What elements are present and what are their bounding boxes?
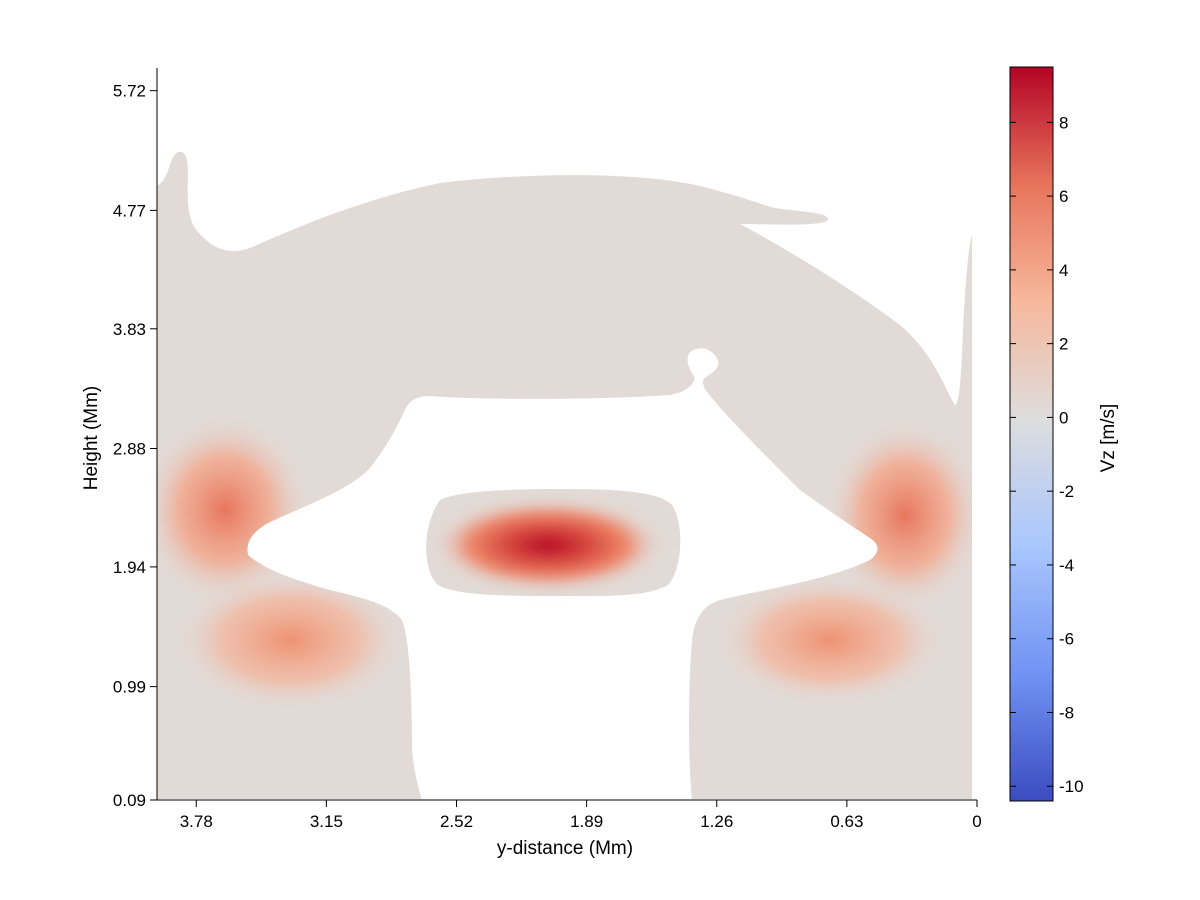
wing-glows bbox=[157, 415, 972, 710]
y-tick-label: 0.09 bbox=[113, 791, 146, 810]
colorbar-tick-label: 4 bbox=[1059, 261, 1068, 280]
x-tick-label: 0 bbox=[972, 812, 981, 831]
x-axis-label: y-distance (Mm) bbox=[497, 838, 633, 859]
y-tick-label: 1.94 bbox=[113, 558, 146, 577]
x-tick-label: 1.89 bbox=[570, 812, 603, 831]
x-tick-label: 1.26 bbox=[700, 812, 733, 831]
y-tick-label: 5.72 bbox=[113, 82, 146, 101]
colorbar-tick-label: -6 bbox=[1059, 630, 1074, 649]
x-tick-label: 3.15 bbox=[310, 812, 343, 831]
colorbar-tick-label: -8 bbox=[1059, 703, 1074, 722]
x-tick-label: 3.78 bbox=[180, 812, 213, 831]
y-ticks: 0.09 0.99 1.94 2.88 3.83 4.77 5.72 bbox=[113, 82, 157, 810]
colorbar-frame bbox=[1009, 66, 1054, 802]
colorbar-label: Vz [m/s] bbox=[1098, 404, 1119, 473]
right-lower-wing bbox=[715, 575, 945, 705]
left-lower-wing bbox=[175, 570, 405, 710]
x-ticks: 3.78 3.15 2.52 1.89 1.26 0.63 0 bbox=[180, 800, 982, 831]
shell-region bbox=[157, 151, 972, 799]
colorbar-ticks: 8 6 4 2 0 -2 -4 -6 -8 -10 bbox=[1010, 113, 1084, 796]
central-blob-core bbox=[433, 499, 663, 591]
colorbar-tick-label: 6 bbox=[1059, 187, 1068, 206]
colorbar-tick-label: -10 bbox=[1059, 777, 1084, 796]
y-tick-label: 3.83 bbox=[113, 320, 146, 339]
y-axis-label: Height (Mm) bbox=[81, 386, 102, 491]
colorbar-tick-label: -4 bbox=[1059, 556, 1074, 575]
central-blob bbox=[426, 489, 681, 597]
colorbar-tick-label: 8 bbox=[1059, 113, 1068, 132]
x-tick-label: 0.63 bbox=[830, 812, 863, 831]
x-tick-label: 2.52 bbox=[440, 812, 473, 831]
right-upper-wing bbox=[825, 420, 972, 610]
colorbar-tick-label: 2 bbox=[1059, 335, 1068, 354]
colorbar-tick-label: 0 bbox=[1059, 408, 1068, 427]
heatmap-field bbox=[157, 151, 972, 799]
colorbar-gradient bbox=[1010, 67, 1053, 801]
colorbar-tick-label: -2 bbox=[1059, 482, 1074, 501]
y-tick-label: 2.88 bbox=[113, 439, 146, 458]
y-tick-label: 0.99 bbox=[113, 678, 146, 697]
y-tick-label: 4.77 bbox=[113, 201, 146, 220]
colorbar: 8 6 4 2 0 -2 -4 -6 -8 -10 Vz [m/s] bbox=[1009, 66, 1119, 802]
axes: 3.78 3.15 2.52 1.89 1.26 0.63 0 0.09 0.99 1.94 2.… bbox=[81, 68, 982, 859]
